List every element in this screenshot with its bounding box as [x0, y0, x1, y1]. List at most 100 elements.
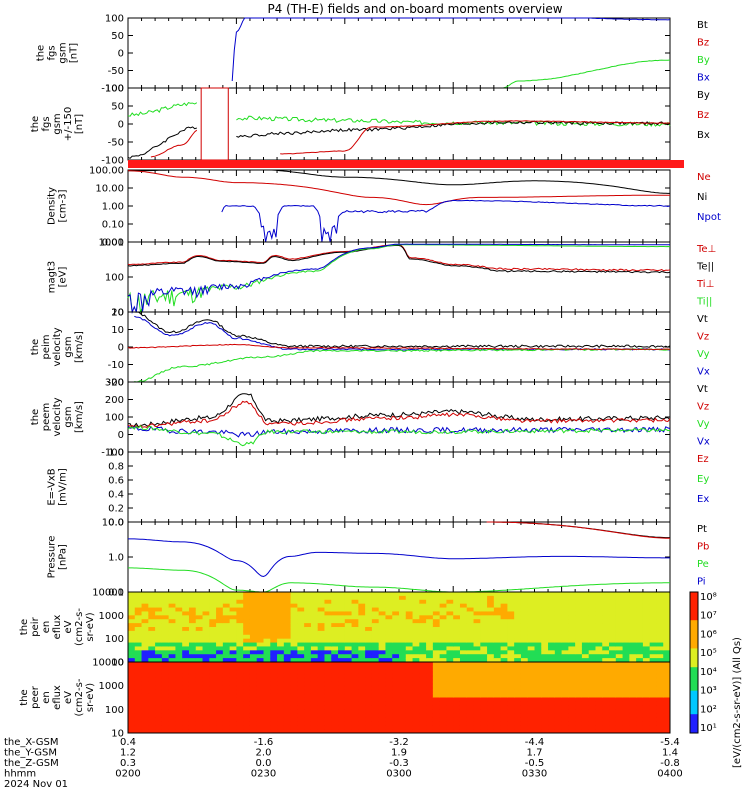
spectrogram-cell: [317, 729, 325, 734]
panel-frame: [127, 451, 671, 523]
spectrogram-cell: [453, 627, 461, 632]
spectrogram-cell: [548, 665, 556, 671]
spectrogram-cell: [283, 638, 292, 644]
spectrogram-cell: [514, 650, 522, 655]
spectrogram-cell: [324, 677, 332, 683]
spectrogram-cell: [168, 603, 176, 609]
spectrogram-cell: [324, 638, 332, 644]
spectrogram-cell: [548, 662, 556, 667]
spectrogram-cell: [541, 595, 549, 601]
spectrogram-cell: [453, 638, 461, 644]
spectrogram-cell: [216, 654, 224, 659]
spectrogram-cell: [365, 650, 373, 655]
spectrogram-cell: [358, 650, 366, 655]
spectrogram-cell: [520, 595, 529, 601]
spectrogram-cell: [493, 634, 502, 640]
spectrogram-cell: [128, 717, 136, 722]
spectrogram-cell: [629, 627, 637, 632]
spectrogram-cell: [351, 709, 359, 714]
spectrogram-cell: [561, 665, 569, 671]
spectrogram-cell: [432, 669, 441, 675]
spectrogram-cell: [663, 673, 671, 679]
spectrogram-cell: [290, 650, 298, 655]
spectrogram-cell: [466, 662, 475, 667]
spectrogram-cell: [487, 607, 495, 612]
spectrogram-cell: [439, 689, 447, 695]
spectrogram-cell: [609, 685, 617, 691]
spectrogram-cell: [622, 646, 630, 651]
spectrogram-cell: [331, 654, 339, 659]
spectrogram-cell: [622, 611, 630, 616]
spectrogram-cell: [514, 595, 522, 601]
spectrogram-cell: [609, 658, 617, 663]
spectrogram-cell: [399, 713, 407, 718]
spectrogram-cell: [656, 646, 664, 651]
spectrogram-cell: [256, 634, 264, 640]
spectrogram-cell: [371, 717, 380, 722]
spectrogram-cell: [195, 697, 204, 702]
spectrogram-cell: [446, 705, 454, 710]
spectrogram-cell: [141, 650, 149, 655]
spectrogram-cell: [527, 669, 535, 675]
spectrogram-cell: [304, 701, 312, 706]
spectrogram-cell: [209, 623, 217, 628]
spectrogram-cell: [426, 634, 434, 640]
spectrogram-cell: [188, 595, 197, 601]
spectrogram-cell: [561, 642, 569, 647]
spectrogram-cell: [439, 654, 447, 659]
spectrogram-cell: [297, 646, 305, 651]
spectrogram-cell: [371, 662, 380, 667]
spectrogram-cell: [446, 693, 454, 698]
spectrogram-cell: [649, 705, 657, 710]
spectrogram-cell: [236, 662, 244, 667]
spectrogram-cell: [256, 689, 264, 695]
spectrogram-cell: [507, 595, 515, 601]
spectrogram-cell: [277, 705, 285, 710]
spectrogram-cell: [249, 599, 258, 605]
spectrogram-cell: [595, 709, 603, 714]
spectrogram-cell: [446, 697, 454, 702]
spectrogram-cell: [283, 721, 292, 726]
spectrogram-cell: [283, 701, 292, 706]
series-bz: [280, 120, 671, 155]
spectrogram-cell: [527, 685, 535, 691]
spectrogram-cell: [236, 623, 244, 628]
spectrogram-cell: [602, 646, 610, 651]
y-tick-label: 10: [111, 658, 124, 669]
y-axis-label: [km/s]: [74, 401, 85, 433]
spectrogram-cell: [629, 654, 637, 659]
spectrogram-cell: [575, 658, 583, 663]
spectrogram-cell: [161, 595, 170, 601]
spectrogram-cell: [405, 658, 414, 663]
panel-frame: [127, 169, 671, 243]
spectrogram-cell: [371, 673, 380, 679]
spectrogram-cell: [405, 681, 414, 687]
spectrogram-cell: [642, 693, 651, 698]
spectrogram-cell: [263, 654, 271, 659]
spectrogram-cell: [229, 615, 237, 620]
spectrogram-cell: [229, 611, 237, 616]
spectrogram-cell: [426, 705, 434, 710]
spectrogram-cell: [263, 705, 271, 710]
spectrogram-cell: [256, 677, 264, 683]
spectrogram-cell: [175, 623, 183, 628]
spectrogram-cell: [520, 729, 529, 734]
spectrogram-cell: [351, 646, 359, 651]
spectrogram-cell: [229, 646, 237, 651]
spectrogram-cell: [487, 677, 495, 683]
spectrogram-cell: [297, 658, 305, 663]
spectrogram-cell: [249, 673, 258, 679]
spectrogram-cell: [344, 685, 353, 691]
spectrogram-cell: [283, 615, 292, 620]
spectrogram-cell: [487, 630, 495, 636]
spectrogram-cell: [263, 650, 271, 655]
spectrogram-cell: [310, 619, 319, 624]
spectrogram-cell: [344, 701, 353, 706]
spectrogram-cell: [243, 685, 251, 691]
spectrogram-cell: [263, 725, 271, 730]
spectrogram-cell: [202, 725, 210, 730]
y-axis-label: the: [30, 409, 41, 425]
spectrogram-cell: [351, 701, 359, 706]
spectrogram-cell: [310, 669, 319, 675]
